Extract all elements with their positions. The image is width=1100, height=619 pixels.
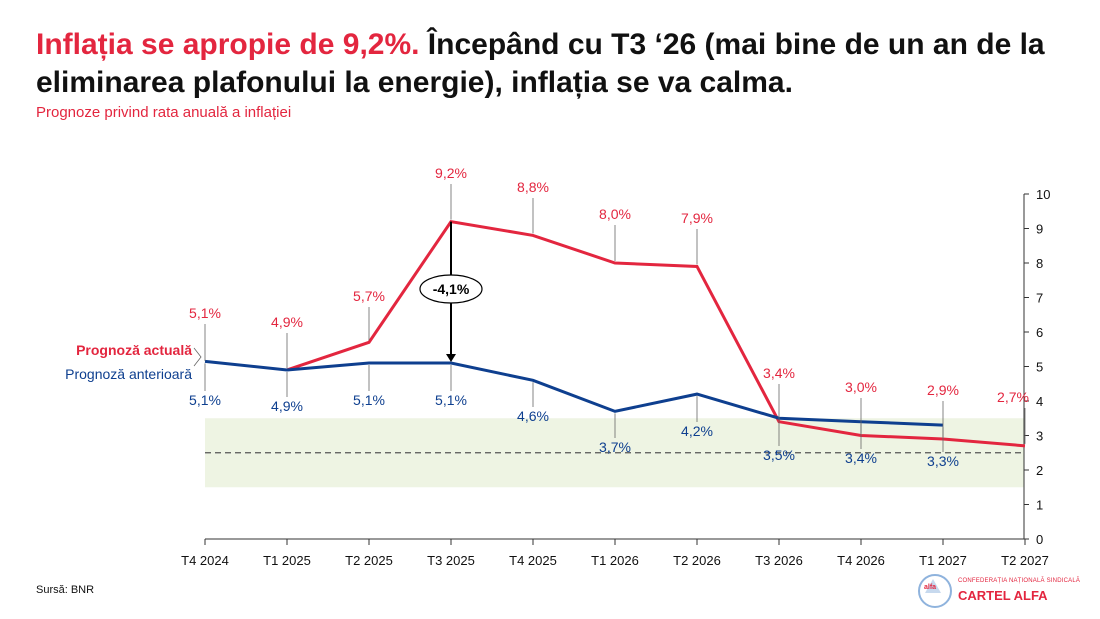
y-tick-label: 4 — [1036, 394, 1043, 409]
y-tick-label: 8 — [1036, 256, 1043, 271]
data-label-previous: 3,3% — [927, 453, 959, 469]
logo-name: CARTEL ALFA — [958, 588, 1048, 603]
data-label-current: 3,4% — [763, 365, 795, 381]
series-line-current — [286, 219, 1026, 448]
y-tick-label: 3 — [1036, 429, 1043, 444]
chart-subtitle: Prognoze privind rata anuală a inflației — [36, 104, 292, 121]
data-label-current: 3,0% — [845, 379, 877, 395]
x-tick-label: T4 2025 — [509, 553, 557, 568]
data-label-previous: 3,7% — [599, 439, 631, 455]
data-label-previous: 4,9% — [271, 398, 303, 414]
x-tick-label: T1 2025 — [263, 553, 311, 568]
data-label-previous: 4,2% — [681, 423, 713, 439]
y-tick-label: 2 — [1036, 463, 1043, 478]
x-tick-label: T2 2026 — [673, 553, 721, 568]
chart-title-rest: Începând cu T3 ‘26 (mai bine de un an de… — [36, 28, 1045, 99]
logo-triangle-icon — [925, 579, 941, 593]
chart-title: Inflația se apropie de 9,2%. Începând cu… — [36, 26, 1066, 102]
y-tick-label: 6 — [1036, 325, 1043, 340]
data-label-previous: 5,1% — [189, 392, 221, 408]
data-label-current: 2,7% — [997, 389, 1029, 405]
annotation-arrowhead — [446, 354, 456, 363]
logo-emblem — [918, 574, 952, 608]
data-label-previous: 3,4% — [845, 450, 877, 466]
x-tick-label: T4 2024 — [181, 553, 229, 568]
data-label-current: 5,7% — [353, 288, 385, 304]
data-label-previous: 3,5% — [763, 447, 795, 463]
source-note: Sursă: BNR — [36, 584, 95, 596]
x-tick-label: T3 2025 — [427, 553, 475, 568]
logo-caption: CONFEDERAȚIA NAȚIONALĂ SINDICALĂ — [958, 578, 1081, 584]
data-label-current: 4,9% — [271, 314, 303, 330]
y-tick-label: 10 — [1036, 187, 1050, 202]
x-tick-label: T2 2025 — [345, 553, 393, 568]
x-tick-label: T3 2026 — [755, 553, 803, 568]
legend-previous: Prognoză anterioară — [65, 366, 192, 382]
y-tick-label: 0 — [1036, 532, 1043, 547]
data-label-current: 5,1% — [189, 305, 221, 321]
legend-bracket — [193, 347, 202, 367]
data-label-current: 8,8% — [517, 179, 549, 195]
chart-title-highlight: Inflația se apropie de 9,2%. — [36, 28, 420, 61]
x-tick-label: T2 2027 — [1001, 553, 1049, 568]
logo-emblem-text: alfa — [924, 584, 937, 591]
annotation-bubble — [419, 274, 483, 304]
x-tick-label: T1 2027 — [919, 553, 967, 568]
data-label-current: 8,0% — [599, 206, 631, 222]
data-label-current: 7,9% — [681, 210, 713, 226]
data-label-previous: 5,1% — [353, 392, 385, 408]
x-tick-label: T1 2026 — [591, 553, 639, 568]
data-label-current: 9,2% — [435, 165, 467, 181]
cartel-alfa-logo: alfa CONFEDERAȚIA NAȚIONALĂ SINDICALĂ CA… — [918, 572, 1081, 612]
legend-current: Prognoză actuală — [76, 342, 192, 358]
y-tick-label: 1 — [1036, 498, 1043, 513]
data-label-previous: 5,1% — [435, 392, 467, 408]
y-tick-label: 5 — [1036, 360, 1043, 375]
x-tick-label: T4 2026 — [837, 553, 885, 568]
series-line-previous — [204, 359, 944, 427]
data-label-current: 2,9% — [927, 382, 959, 398]
data-label-previous: 4,6% — [517, 408, 549, 424]
y-tick-label: 9 — [1036, 222, 1043, 237]
y-tick-label: 7 — [1036, 291, 1043, 306]
annotation-label: -4,1% — [433, 281, 470, 297]
